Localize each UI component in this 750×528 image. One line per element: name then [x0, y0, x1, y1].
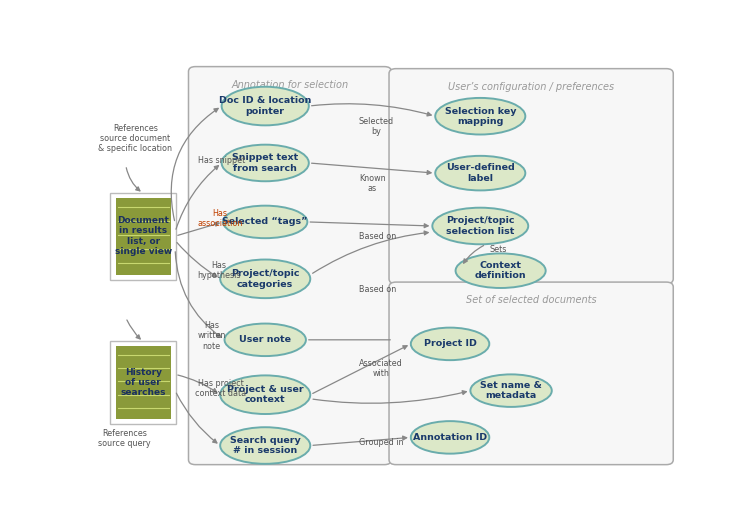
Text: Selection key
mapping: Selection key mapping: [445, 107, 516, 126]
Ellipse shape: [435, 98, 525, 135]
Text: Project/topic
categories: Project/topic categories: [231, 269, 299, 288]
Text: Has
association: Has association: [197, 209, 242, 229]
Text: User’s configuration / preferences: User’s configuration / preferences: [448, 82, 614, 92]
Text: Grouped in: Grouped in: [358, 438, 404, 447]
Text: Associated
with: Associated with: [358, 359, 403, 378]
FancyBboxPatch shape: [110, 341, 176, 424]
Text: Set of selected documents: Set of selected documents: [466, 295, 596, 305]
Text: Snippet text
from search: Snippet text from search: [232, 153, 298, 173]
FancyBboxPatch shape: [116, 346, 171, 419]
Text: Project & user
context: Project & user context: [227, 385, 304, 404]
Ellipse shape: [411, 327, 489, 360]
FancyBboxPatch shape: [116, 197, 171, 275]
Ellipse shape: [220, 427, 310, 464]
Text: Project ID: Project ID: [424, 340, 476, 348]
Text: Set name &
metadata: Set name & metadata: [480, 381, 542, 400]
Text: Based on: Based on: [358, 285, 396, 294]
FancyBboxPatch shape: [188, 67, 392, 465]
Text: Has snippet: Has snippet: [198, 156, 246, 165]
Ellipse shape: [222, 87, 309, 125]
Text: Document
in results
list, or
single view: Document in results list, or single view: [115, 216, 172, 256]
Text: Based on: Based on: [358, 232, 396, 241]
Ellipse shape: [223, 205, 308, 238]
Text: Has
hypothesis: Has hypothesis: [197, 261, 241, 280]
Ellipse shape: [455, 253, 546, 288]
Ellipse shape: [220, 375, 310, 414]
Text: History
of user
searches: History of user searches: [121, 367, 166, 398]
Text: Context
definition: Context definition: [475, 261, 526, 280]
Text: Sets: Sets: [489, 244, 506, 253]
Text: Known
as: Known as: [358, 174, 386, 193]
Text: Has project
context data: Has project context data: [196, 379, 247, 398]
Text: References
source document
& specific location: References source document & specific lo…: [98, 124, 172, 154]
Text: Has
written
note: Has written note: [197, 321, 226, 351]
FancyBboxPatch shape: [110, 193, 176, 280]
Ellipse shape: [432, 208, 528, 244]
Text: Selected
by: Selected by: [358, 117, 394, 136]
Text: Project/topic
selection list: Project/topic selection list: [446, 216, 514, 235]
Text: Annotation ID: Annotation ID: [413, 433, 487, 442]
Text: User note: User note: [239, 335, 291, 344]
Text: Search query
# in session: Search query # in session: [230, 436, 301, 455]
Ellipse shape: [222, 145, 309, 181]
Ellipse shape: [224, 324, 306, 356]
Text: Selected “tags”: Selected “tags”: [223, 218, 308, 227]
Text: Doc ID & location
pointer: Doc ID & location pointer: [219, 96, 311, 116]
FancyBboxPatch shape: [389, 69, 674, 284]
Text: References
source query: References source query: [98, 429, 151, 448]
FancyBboxPatch shape: [389, 282, 674, 465]
Ellipse shape: [411, 421, 489, 454]
Ellipse shape: [220, 260, 310, 298]
Text: User-defined
label: User-defined label: [446, 164, 514, 183]
Text: Annotation for selection: Annotation for selection: [231, 80, 349, 90]
Ellipse shape: [470, 374, 552, 407]
Ellipse shape: [435, 156, 525, 191]
